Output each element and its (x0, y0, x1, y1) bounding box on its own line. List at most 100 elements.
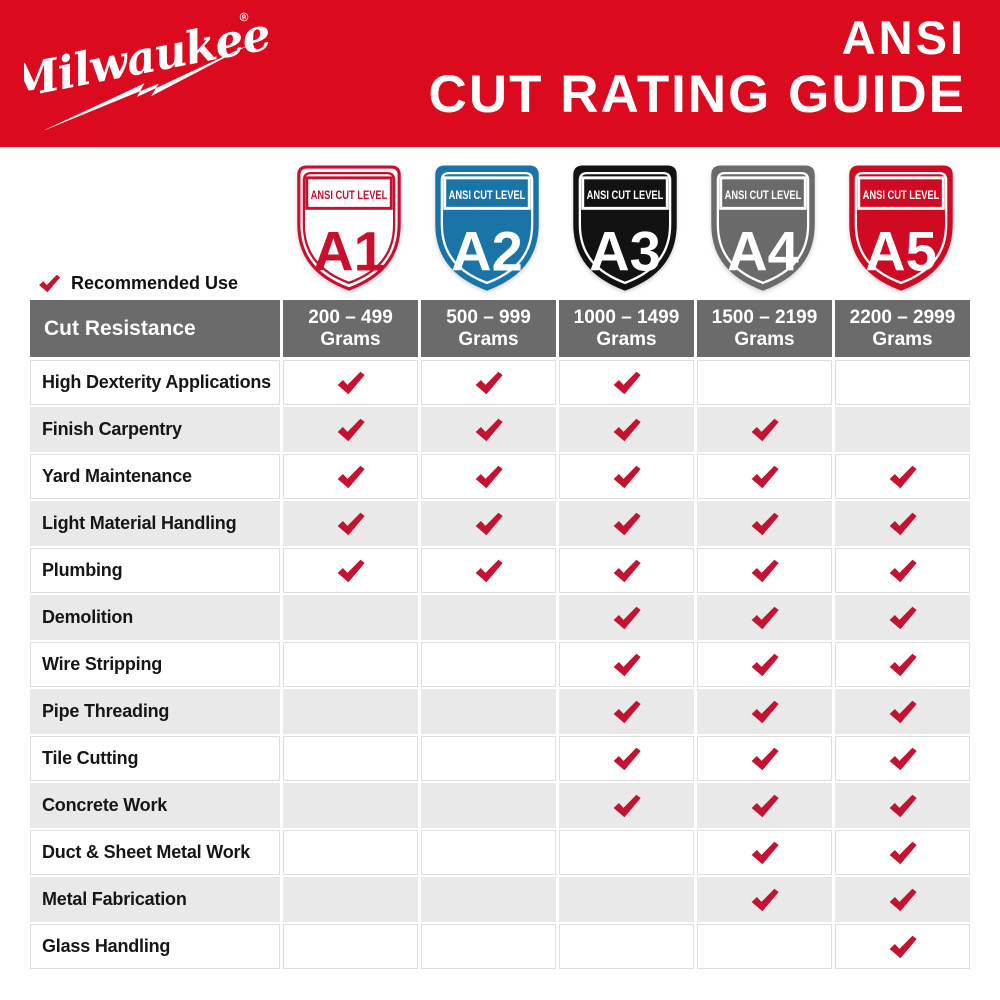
check-icon (889, 935, 917, 958)
column-header: 2200 – 2999 Grams (835, 300, 970, 357)
row-label: Finish Carpentry (42, 419, 182, 439)
badge-caption: ANSI CUT LEVEL (311, 188, 388, 202)
row-label: Demolition (42, 607, 133, 627)
empty-cell (559, 830, 694, 875)
column-header: 500 – 999 Grams (421, 300, 556, 357)
empty-cell (283, 642, 418, 687)
check-icon (889, 700, 917, 723)
check-icon (337, 512, 365, 535)
check-cell (835, 830, 970, 875)
cut-level-badge-a2: ANSI CUT LEVEL A2 (435, 165, 539, 291)
badge-level: A3 (589, 219, 661, 282)
check-icon (751, 512, 779, 535)
check-icon (613, 512, 641, 535)
column-header: 1000 – 1499 Grams (559, 300, 694, 357)
lightning-bolt-icon (39, 41, 257, 130)
title-line-1: ANSI (841, 11, 966, 64)
column-range: 200 – 499 (308, 306, 393, 328)
check-icon (751, 794, 779, 817)
column-unit: Grams (734, 328, 795, 350)
check-cell (835, 736, 970, 781)
check-icon (613, 700, 641, 723)
row-label: Pipe Threading (42, 701, 170, 721)
check-icon (751, 653, 779, 676)
check-icon (475, 559, 503, 582)
column-unit: Grams (458, 328, 519, 350)
cut-level-badge-a5: ANSI CUT LEVEL A5 (849, 165, 953, 291)
empty-cell (559, 877, 694, 922)
empty-cell (421, 642, 556, 687)
check-cell (697, 454, 832, 499)
check-icon (751, 747, 779, 770)
check-cell (559, 548, 694, 593)
row-label: High Dexterity Applications (42, 372, 271, 392)
corner-header: Cut Resistance (30, 300, 280, 357)
empty-cell (283, 830, 418, 875)
column-header: 1500 – 2199 Grams (697, 300, 832, 357)
check-icon (889, 512, 917, 535)
row-label: Tile Cutting (42, 748, 139, 768)
check-cell (697, 642, 832, 687)
check-cell (835, 924, 970, 969)
milwaukee-logo: Milwaukee ® (24, 10, 274, 130)
check-cell (559, 501, 694, 546)
check-cell (835, 595, 970, 640)
check-cell (421, 501, 556, 546)
title-line-2: CUT RATING GUIDE (428, 65, 966, 124)
check-cell (559, 595, 694, 640)
check-cell (559, 642, 694, 687)
check-cell (697, 783, 832, 828)
badge-caption: ANSI CUT LEVEL (449, 188, 526, 202)
row-label: Duct & Sheet Metal Work (42, 842, 251, 862)
check-cell (559, 360, 694, 405)
row-label: Glass Handling (42, 936, 171, 956)
check-icon (889, 888, 917, 911)
check-cell (559, 689, 694, 734)
check-cell (835, 548, 970, 593)
empty-cell (421, 595, 556, 640)
check-cell (421, 454, 556, 499)
column-range: 1500 – 2199 (711, 306, 818, 328)
badge-level: A1 (313, 219, 385, 282)
check-icon (613, 559, 641, 582)
check-cell (697, 501, 832, 546)
column-range: 2200 – 2999 (849, 306, 956, 328)
check-icon (889, 794, 917, 817)
registered-mark: ® (238, 10, 250, 25)
cut-level-badge-a1: ANSI CUT LEVEL A1 (297, 165, 401, 291)
column-unit: Grams (320, 328, 381, 350)
row-label: Yard Maintenance (42, 466, 192, 486)
empty-cell (421, 783, 556, 828)
check-cell (559, 454, 694, 499)
check-icon (613, 794, 641, 817)
empty-cell (559, 924, 694, 969)
empty-cell (283, 924, 418, 969)
column-header: 200 – 499 Grams (283, 300, 418, 357)
check-icon (475, 512, 503, 535)
check-cell (283, 407, 418, 452)
empty-cell (283, 595, 418, 640)
empty-cell (283, 689, 418, 734)
check-cell (559, 736, 694, 781)
check-icon (889, 841, 917, 864)
check-icon (751, 888, 779, 911)
check-icon (889, 559, 917, 582)
check-cell (835, 689, 970, 734)
check-icon (889, 465, 917, 488)
check-cell (283, 360, 418, 405)
empty-cell (421, 924, 556, 969)
empty-cell (421, 736, 556, 781)
empty-cell (421, 830, 556, 875)
row-label: Metal Fabrication (42, 889, 187, 909)
check-icon (751, 559, 779, 582)
check-icon (475, 371, 503, 394)
check-icon (889, 653, 917, 676)
badge-caption: ANSI CUT LEVEL (587, 188, 664, 202)
check-icon (613, 465, 641, 488)
row-label: Plumbing (42, 560, 123, 580)
badge-caption: ANSI CUT LEVEL (725, 188, 802, 202)
check-icon (889, 606, 917, 629)
badge-caption: ANSI CUT LEVEL (863, 188, 940, 202)
empty-cell (283, 783, 418, 828)
